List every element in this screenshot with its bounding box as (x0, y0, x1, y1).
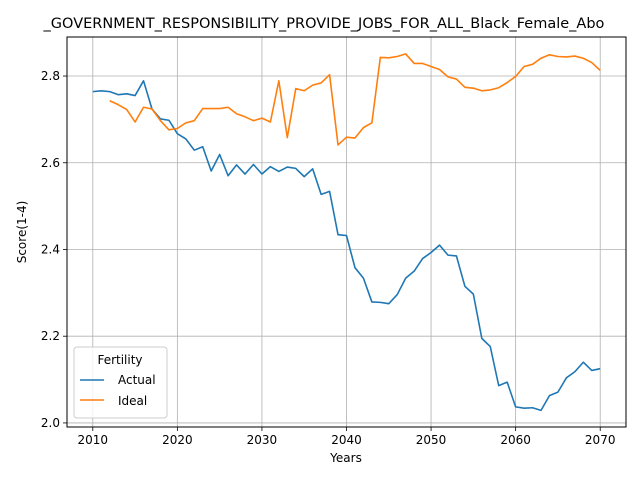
x-tick-label: 2050 (416, 433, 447, 447)
legend-label-ideal: Ideal (118, 394, 147, 408)
x-tick-label: 2020 (162, 433, 193, 447)
x-axis-ticks: 2010 2020 2030 2040 2050 2060 2070 (78, 427, 616, 447)
x-tick-label: 2070 (585, 433, 616, 447)
y-axis-ticks: 2.0 2.2 2.4 2.6 2.8 (41, 69, 67, 430)
x-tick-label: 2010 (78, 433, 109, 447)
grid (67, 37, 626, 427)
legend-title: Fertility (97, 353, 142, 367)
y-tick-label: 2.6 (41, 156, 60, 170)
y-axis-label: Score(1-4) (15, 201, 29, 264)
y-tick-label: 2.2 (41, 329, 60, 343)
chart-title: _GOVERNMENT_RESPONSIBILITY_PROVIDE_JOBS_… (43, 16, 605, 32)
legend: Fertility Actual Ideal (73, 346, 168, 419)
legend-label-actual: Actual (118, 373, 156, 387)
series-line-ideal (109, 53, 601, 146)
y-tick-label: 2.0 (41, 416, 60, 430)
series-line-actual (92, 80, 601, 412)
series-layer (92, 53, 601, 412)
x-axis-label: Years (329, 451, 362, 465)
y-tick-label: 2.8 (41, 69, 60, 83)
x-tick-label: 2030 (247, 433, 278, 447)
x-tick-label: 2040 (331, 433, 362, 447)
x-tick-label: 2060 (500, 433, 531, 447)
y-tick-label: 2.4 (41, 242, 60, 256)
